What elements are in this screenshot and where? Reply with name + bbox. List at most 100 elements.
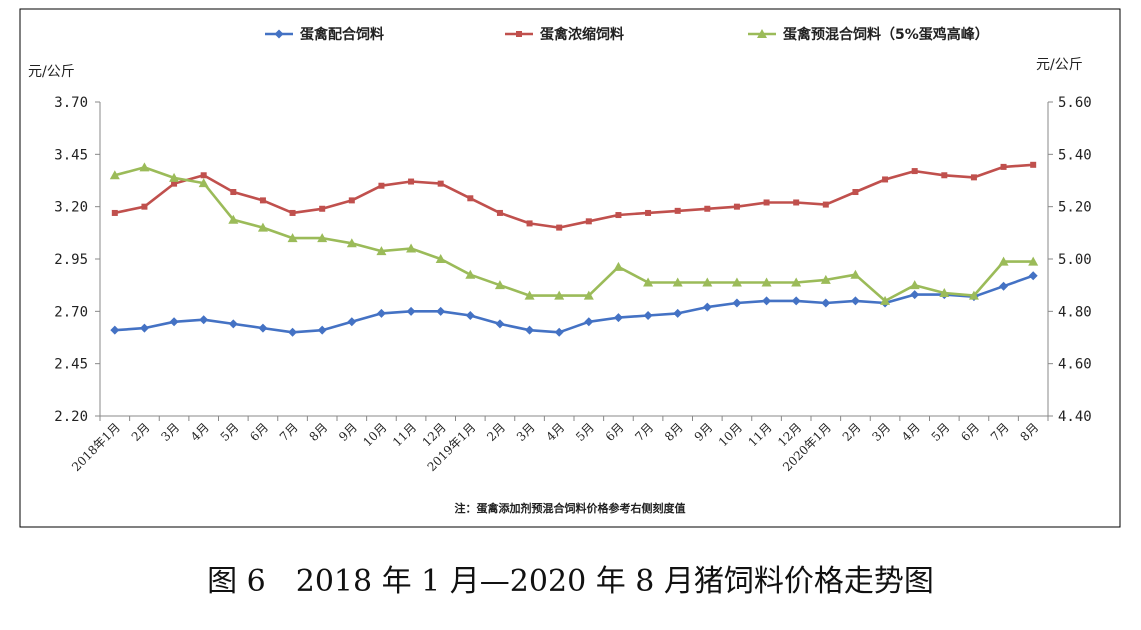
- data-point: [406, 306, 416, 316]
- series-layer: [109, 161, 1039, 337]
- series-2: [111, 161, 1037, 231]
- data-point: [200, 172, 207, 179]
- legend-label: 蛋禽浓缩饲料: [540, 26, 624, 43]
- data-point: [494, 280, 505, 290]
- data-point: [702, 302, 712, 312]
- figure-caption: 图 6 2018 年 1 月—2020 年 8 月猪饲料价格走势图: [207, 564, 934, 599]
- line-chart: 蛋禽配合饲料 蛋禽浓缩饲料 蛋禽预混合饲料（5%蛋鸡高峰） 元/公斤 元/公斤 3.…: [19, 8, 1121, 528]
- data-point: [583, 290, 594, 300]
- data-point: [615, 212, 622, 219]
- left-tick-label: 3.45: [54, 147, 88, 163]
- data-point: [228, 319, 238, 329]
- right-tick-label: 5.00: [1058, 252, 1092, 268]
- data-point: [525, 325, 535, 335]
- data-point: [376, 246, 387, 256]
- left-axis-unit: 元/公斤: [28, 64, 75, 80]
- data-point: [911, 168, 918, 175]
- data-point: [909, 280, 920, 290]
- data-point: [821, 298, 831, 308]
- data-point: [257, 222, 268, 232]
- data-point: [939, 288, 950, 298]
- left-tick-label: 2.95: [54, 252, 88, 268]
- legend: 蛋禽配合饲料 蛋禽浓缩饲料 蛋禽预混合饲料（5%蛋鸡高峰）: [265, 26, 989, 43]
- data-point: [408, 178, 415, 185]
- data-point: [524, 290, 535, 300]
- data-point: [435, 254, 446, 263]
- series-line: [114, 163, 1034, 229]
- legend-label: 蛋禽预混合饲料（5%蛋鸡高峰）: [783, 26, 989, 43]
- data-point: [139, 162, 150, 172]
- legend-item-1: 蛋禽配合饲料: [265, 26, 384, 43]
- data-point: [230, 189, 237, 196]
- data-point: [850, 296, 860, 306]
- data-point: [970, 174, 977, 181]
- data-point: [822, 201, 829, 208]
- data-point: [1030, 161, 1037, 168]
- chart-note: 注：蛋禽添加剂预混合饲料价格参考右侧刻度值: [455, 501, 686, 515]
- left-tick-label: 2.70: [54, 304, 88, 320]
- data-point: [259, 197, 266, 204]
- data-point: [495, 319, 505, 329]
- data-point: [171, 180, 178, 187]
- data-point: [820, 274, 831, 284]
- data-point: [761, 277, 772, 287]
- right-tick-label: 4.80: [1058, 304, 1092, 320]
- data-point: [437, 180, 444, 187]
- data-point: [317, 325, 327, 335]
- data-point: [674, 207, 681, 214]
- data-point: [198, 178, 209, 188]
- legend-swatch-marker: [274, 29, 284, 39]
- data-point: [999, 281, 1009, 291]
- data-point: [791, 296, 801, 306]
- data-point: [645, 209, 652, 216]
- data-point: [672, 277, 683, 287]
- data-point: [613, 261, 624, 271]
- data-point: [613, 313, 623, 323]
- chart-frame: [19, 8, 1121, 528]
- data-point: [287, 233, 298, 243]
- data-point: [910, 290, 920, 300]
- data-point: [169, 317, 179, 327]
- data-point: [465, 269, 476, 279]
- data-point: [793, 199, 800, 206]
- right-axis-unit: 元/公斤: [1036, 57, 1083, 73]
- data-point: [376, 308, 386, 318]
- left-tick-label: 2.45: [54, 357, 88, 373]
- data-point: [762, 296, 772, 306]
- data-point: [702, 277, 713, 287]
- data-point: [436, 306, 446, 316]
- legend-label: 蛋禽配合饲料: [300, 26, 384, 43]
- right-tick-label: 5.60: [1058, 95, 1092, 111]
- data-point: [554, 327, 564, 337]
- data-point: [378, 182, 385, 189]
- data-point: [110, 325, 120, 335]
- data-point: [111, 209, 118, 216]
- data-point: [348, 197, 355, 204]
- data-point: [169, 172, 180, 182]
- data-point: [406, 243, 417, 253]
- data-point: [289, 209, 296, 216]
- right-tick-label: 4.60: [1058, 357, 1092, 373]
- legend-swatch-marker: [757, 29, 767, 38]
- data-point: [465, 311, 475, 321]
- data-point: [228, 214, 239, 224]
- data-point: [852, 189, 859, 196]
- right-tick-label: 5.40: [1058, 147, 1092, 163]
- data-point: [732, 298, 742, 308]
- left-tick-label: 2.20: [54, 409, 88, 425]
- data-point: [139, 323, 149, 333]
- data-point: [288, 327, 298, 337]
- legend-swatch-marker: [516, 31, 522, 37]
- data-point: [998, 256, 1009, 266]
- data-point: [467, 195, 474, 202]
- right-tick-label: 5.20: [1058, 200, 1092, 216]
- series-3: [109, 162, 1039, 305]
- data-point: [704, 205, 711, 212]
- legend-item-2: 蛋禽浓缩饲料: [505, 26, 624, 43]
- data-point: [733, 203, 740, 210]
- data-point: [496, 209, 503, 216]
- data-point: [141, 203, 148, 210]
- data-point: [199, 315, 209, 325]
- data-point: [556, 224, 563, 231]
- data-point: [673, 308, 683, 318]
